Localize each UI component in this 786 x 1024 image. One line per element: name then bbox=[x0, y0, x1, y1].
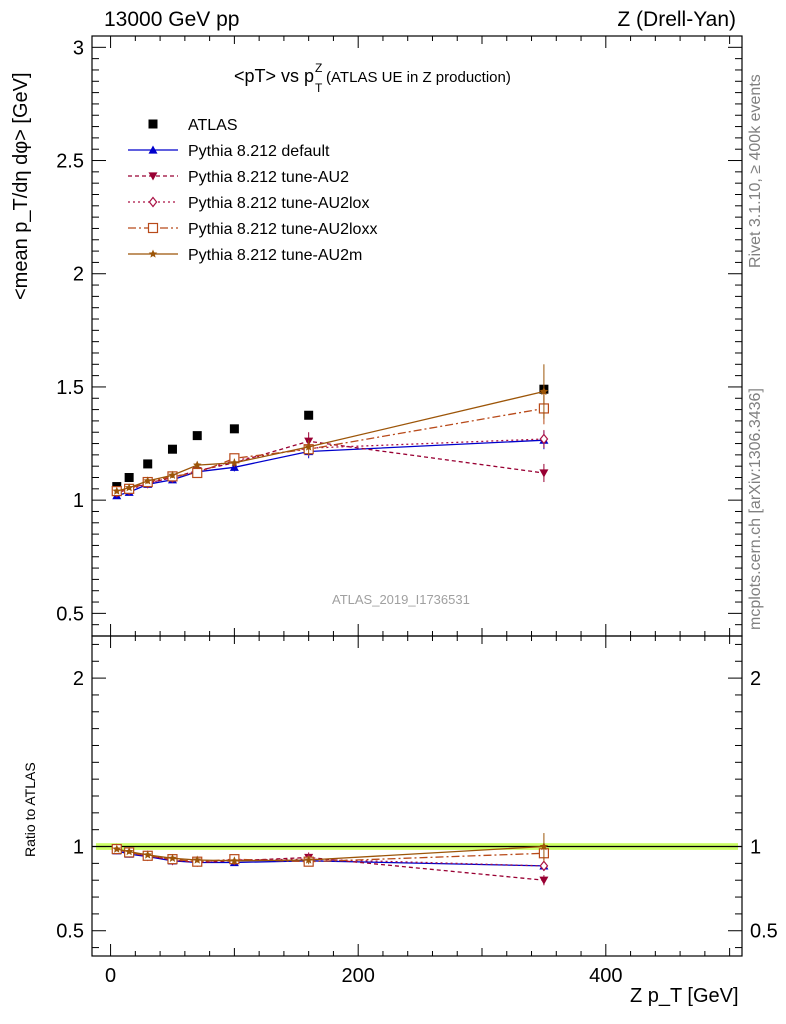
ratio-data-point bbox=[112, 844, 121, 853]
legend-marker bbox=[147, 222, 159, 234]
chart-title-rest: (ATLAS UE in Z production) bbox=[326, 69, 511, 86]
main-data-point bbox=[143, 459, 153, 469]
legend-entry-data: ATLAS bbox=[148, 117, 238, 134]
main-series-data bbox=[112, 384, 549, 492]
ratio-series-au2m bbox=[112, 833, 549, 865]
ratio-data-point bbox=[168, 853, 177, 862]
main-series-line bbox=[116, 440, 544, 493]
legend-label: Pythia 8.212 tune-AU2loxx bbox=[188, 221, 377, 238]
ratio-y-tick-label-right: 2 bbox=[750, 668, 761, 690]
legend-entry-au2m: Pythia 8.212 tune-AU2m bbox=[128, 247, 362, 264]
ratio-y-axis-title: Ratio to ATLAS bbox=[22, 762, 38, 857]
legend-entry-au2: Pythia 8.212 tune-AU2 bbox=[128, 169, 349, 186]
legend-label: Pythia 8.212 tune-AU2 bbox=[188, 169, 349, 186]
main-data-point bbox=[192, 431, 202, 441]
main-data-point bbox=[539, 433, 549, 445]
main-data-point bbox=[192, 467, 203, 479]
ratio-series-au2 bbox=[112, 845, 549, 886]
main-data-point bbox=[539, 387, 549, 396]
legend-marker bbox=[148, 172, 158, 181]
ratio-data-point bbox=[193, 855, 202, 864]
legend-marker bbox=[148, 196, 158, 208]
main-data-point bbox=[539, 469, 549, 478]
legend-entry-au2lox: Pythia 8.212 tune-AU2lox bbox=[128, 195, 369, 212]
analysis-watermark: ATLAS_2019_I1736531 bbox=[332, 592, 470, 607]
main-series-au2m bbox=[112, 364, 549, 495]
main-y-tick-label: 0.5 bbox=[56, 603, 84, 625]
main-data-point bbox=[112, 486, 121, 495]
ratio-data-point bbox=[230, 856, 239, 865]
ratio-data-point bbox=[539, 860, 549, 872]
ratio-data-point bbox=[539, 842, 549, 851]
main-data-point bbox=[143, 476, 152, 485]
main-series-line bbox=[116, 439, 544, 497]
ratio-series-line bbox=[116, 848, 544, 867]
main-data-point bbox=[124, 473, 134, 483]
ratio-y-tick-label: 2 bbox=[73, 668, 84, 690]
main-data-point bbox=[304, 442, 313, 451]
ratio-plot-frame bbox=[91, 635, 743, 957]
x-axis-title: Z p_T [GeV] bbox=[630, 985, 739, 1007]
ratio-y-tick-label: 0.5 bbox=[56, 921, 84, 943]
legend-marker bbox=[148, 145, 158, 154]
chart-title-sup: Z bbox=[315, 61, 323, 75]
ratio-data-point bbox=[304, 855, 313, 864]
main-series-line bbox=[116, 407, 545, 492]
main-data-point bbox=[167, 444, 177, 454]
main-series-au2lox bbox=[112, 429, 549, 498]
ratio-y-tick-label: 1 bbox=[73, 837, 84, 859]
main-y-tick-label: 3 bbox=[73, 37, 84, 59]
legend-label: Pythia 8.212 default bbox=[188, 143, 330, 160]
main-data-point bbox=[304, 410, 314, 420]
legend-marker bbox=[148, 119, 158, 129]
main-data-point bbox=[229, 424, 239, 434]
ratio-data-point bbox=[124, 847, 134, 856]
mcplots-label: mcplots.cern.ch [arXiv:1306.3436] bbox=[747, 388, 764, 630]
ratio-data-point bbox=[143, 850, 152, 859]
chart-title-main: <pT> vs p bbox=[234, 66, 315, 86]
main-y-axis-title-text: <mean p_T/dη dφ> [GeV] bbox=[10, 72, 32, 300]
main-y-tick-label: 2.5 bbox=[56, 151, 84, 173]
ratio-data-point bbox=[539, 876, 549, 885]
ratio-y-tick-label-right: 1 bbox=[750, 837, 761, 859]
main-data-point bbox=[168, 470, 177, 479]
main-data-point bbox=[193, 460, 202, 469]
x-tick-label: 0 bbox=[105, 965, 116, 987]
x-tick-label: 200 bbox=[342, 965, 375, 987]
legend-entry-au2loxx: Pythia 8.212 tune-AU2loxx bbox=[128, 221, 377, 238]
main-series-line bbox=[116, 438, 544, 493]
ratio-series-line bbox=[116, 845, 544, 862]
main-y-tick-label: 1.5 bbox=[56, 377, 84, 399]
legend-label: Pythia 8.212 tune-AU2m bbox=[188, 247, 362, 264]
ratio-y-tick-label-right: 0.5 bbox=[750, 921, 778, 943]
main-y-tick-label: 1 bbox=[73, 490, 84, 512]
x-tick-label: 400 bbox=[589, 965, 622, 987]
ratio-series-line bbox=[116, 848, 544, 863]
legend-marker bbox=[148, 249, 158, 258]
rivet-label: Rivet 3.1.10, ≥ 400k events bbox=[747, 74, 764, 268]
legend-label: ATLAS bbox=[188, 117, 238, 134]
process-energy-label: 13000 GeV pp bbox=[104, 8, 240, 31]
main-data-point bbox=[124, 483, 134, 492]
legend-label: Pythia 8.212 tune-AU2lox bbox=[188, 195, 369, 212]
main-y-tick-label: 2 bbox=[73, 264, 84, 286]
main-y-axis-title: <mean p_T/dη dφ> [GeV] bbox=[10, 72, 33, 300]
main-data-point bbox=[230, 458, 239, 467]
chart-title-sub: T bbox=[315, 81, 323, 95]
legend-entry-default: Pythia 8.212 default bbox=[128, 143, 330, 160]
process-name-label: Z (Drell-Yan) bbox=[617, 8, 736, 31]
chart-title: <pT> vs p Z T (ATLAS UE in Z production) bbox=[234, 61, 511, 95]
